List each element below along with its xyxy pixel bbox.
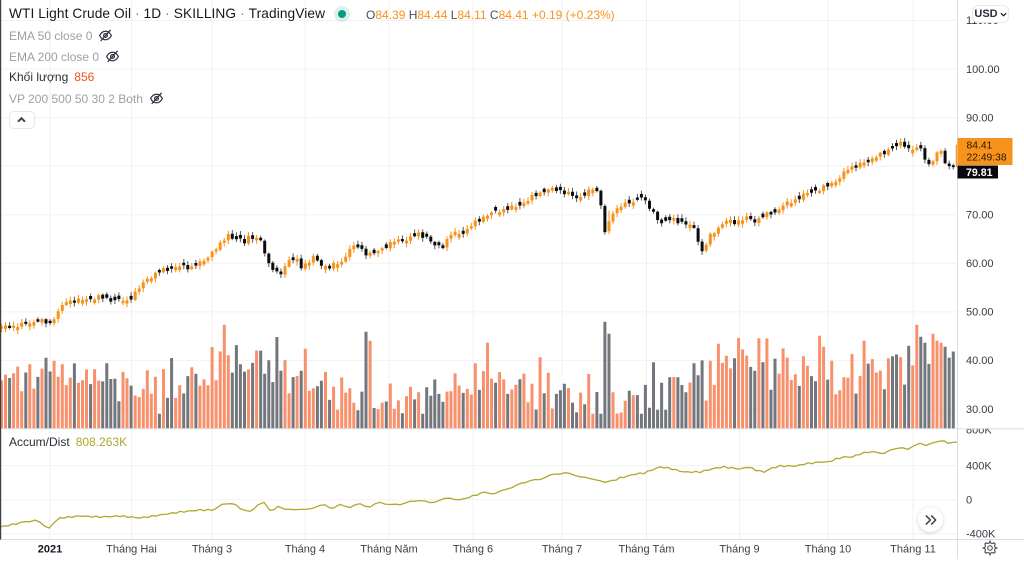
svg-text:90.00: 90.00 xyxy=(966,112,994,124)
svg-text:400K: 400K xyxy=(966,461,992,473)
svg-text:2021: 2021 xyxy=(38,544,62,556)
svg-text:79.81: 79.81 xyxy=(966,167,993,179)
svg-text:Tháng Hai: Tháng Hai xyxy=(106,544,157,556)
svg-text:Tháng 11: Tháng 11 xyxy=(890,544,936,556)
svg-text:40.00: 40.00 xyxy=(966,355,994,367)
svg-text:Tháng Năm: Tháng Năm xyxy=(360,544,417,556)
svg-text:0: 0 xyxy=(966,495,972,507)
svg-text:84.41: 84.41 xyxy=(967,141,993,152)
svg-text:Tháng Tám: Tháng Tám xyxy=(618,544,674,556)
svg-text:100.00: 100.00 xyxy=(966,64,1000,76)
svg-text:22:49:38: 22:49:38 xyxy=(967,153,1007,164)
svg-text:-400K: -400K xyxy=(966,529,996,541)
svg-text:30.00: 30.00 xyxy=(966,404,994,416)
svg-text:70.00: 70.00 xyxy=(966,210,994,222)
svg-text:50.00: 50.00 xyxy=(966,307,994,319)
svg-text:Tháng 3: Tháng 3 xyxy=(192,544,232,556)
svg-text:Tháng 10: Tháng 10 xyxy=(805,544,851,556)
svg-text:Tháng 6: Tháng 6 xyxy=(453,544,493,556)
svg-text:Tháng 7: Tháng 7 xyxy=(542,544,582,556)
svg-text:Tháng 4: Tháng 4 xyxy=(285,544,325,556)
svg-text:60.00: 60.00 xyxy=(966,258,994,270)
svg-text:Tháng 9: Tháng 9 xyxy=(719,544,759,556)
